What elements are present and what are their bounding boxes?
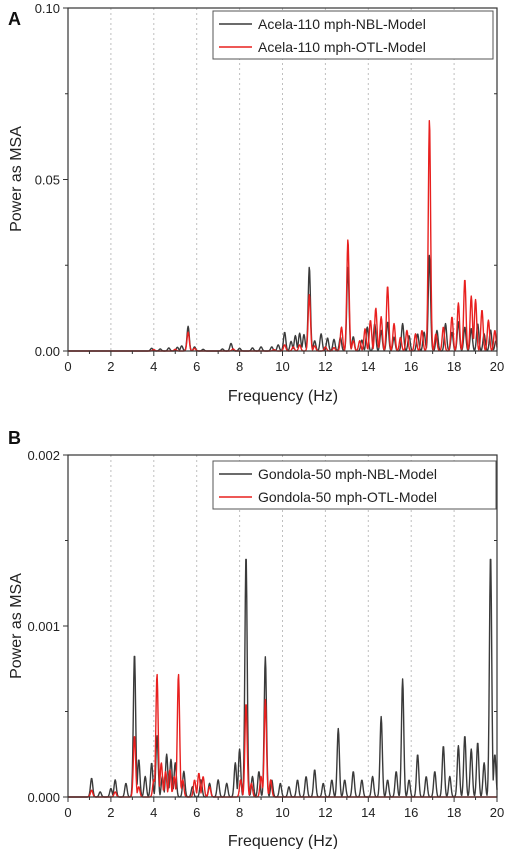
y-tick-label: 0.10 xyxy=(35,1,60,16)
x-tick-label: 14 xyxy=(361,359,375,374)
panel-b-legend: Gondola-50 mph-NBL-Model Gondola-50 mph-… xyxy=(212,460,497,510)
x-tick-label: 10 xyxy=(275,359,289,374)
panel-a-letter: A xyxy=(8,9,21,29)
panel-b-legend-box xyxy=(212,460,497,510)
panel-b: B 0 2 4 6 8 10 12 14 16 18 20 0.000 0.001 0.002 Frequ… xyxy=(8,428,504,849)
y-tick-label: 0.000 xyxy=(27,790,60,805)
panel-b-grid xyxy=(110,455,455,797)
series-line-otl xyxy=(67,120,498,352)
y-tick-label: 0.002 xyxy=(27,448,60,463)
x-tick-label: 8 xyxy=(236,359,243,374)
x-tick-label: 2 xyxy=(107,359,114,374)
x-tick-label: 2 xyxy=(107,805,114,820)
x-tick-label: 4 xyxy=(150,359,157,374)
panel-a: A 0 2 4 6 8 10 12 14 16 18 20 0.00 0.05 0.10 Frequenc… xyxy=(8,1,504,405)
panel-b-legend-label-otl: Gondola-50 mph-OTL-Model xyxy=(258,489,437,505)
x-tick-label: 20 xyxy=(490,805,504,820)
panel-b-letter: B xyxy=(8,428,21,448)
x-tick-label: 20 xyxy=(490,359,504,374)
panel-a-y-axis-title: Power as MSA xyxy=(8,126,25,232)
x-tick-label: 10 xyxy=(275,805,289,820)
x-tick-label: 0 xyxy=(64,359,71,374)
x-tick-label: 0 xyxy=(64,805,71,820)
x-tick-label: 16 xyxy=(404,805,418,820)
series-line-nbl xyxy=(67,558,498,798)
panel-a-ticks: 0 2 4 6 8 10 12 14 16 18 20 0.00 0.05 0.10 xyxy=(35,1,505,374)
panel-b-y-axis-title: Power as MSA xyxy=(8,573,25,679)
x-tick-label: 18 xyxy=(447,359,461,374)
panel-b-x-axis-title: Frequency (Hz) xyxy=(228,833,338,849)
x-tick-label: 6 xyxy=(193,359,200,374)
x-tick-label: 14 xyxy=(361,805,375,820)
panel-a-legend-box xyxy=(212,10,494,60)
panel-a-series xyxy=(67,120,498,352)
y-tick-label: 0.05 xyxy=(35,173,60,188)
panel-a-legend-label-nbl: Acela-110 mph-NBL-Model xyxy=(258,16,426,32)
x-tick-label: 12 xyxy=(318,359,332,374)
panel-b-legend-label-nbl: Gondola-50 mph-NBL-Model xyxy=(258,466,437,482)
x-tick-label: 6 xyxy=(193,805,200,820)
y-tick-label: 0.00 xyxy=(35,344,60,359)
x-tick-label: 12 xyxy=(318,805,332,820)
panel-a-x-axis-title: Frequency (Hz) xyxy=(228,388,338,405)
panel-b-ticks: 0 2 4 6 8 10 12 14 16 18 20 0.000 0.001 0.002 xyxy=(27,448,504,820)
y-tick-label: 0.001 xyxy=(27,619,60,634)
x-tick-label: 4 xyxy=(150,805,157,820)
panel-a-grid xyxy=(110,8,455,351)
panel-a-legend-label-otl: Acela-110 mph-OTL-Model xyxy=(258,39,426,55)
x-tick-label: 8 xyxy=(236,805,243,820)
x-tick-label: 18 xyxy=(447,805,461,820)
x-tick-label: 16 xyxy=(404,359,418,374)
panel-a-legend: Acela-110 mph-NBL-Model Acela-110 mph-OT… xyxy=(212,10,494,60)
